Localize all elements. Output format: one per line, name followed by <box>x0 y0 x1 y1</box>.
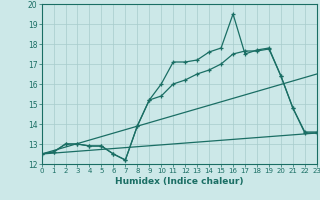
X-axis label: Humidex (Indice chaleur): Humidex (Indice chaleur) <box>115 177 244 186</box>
